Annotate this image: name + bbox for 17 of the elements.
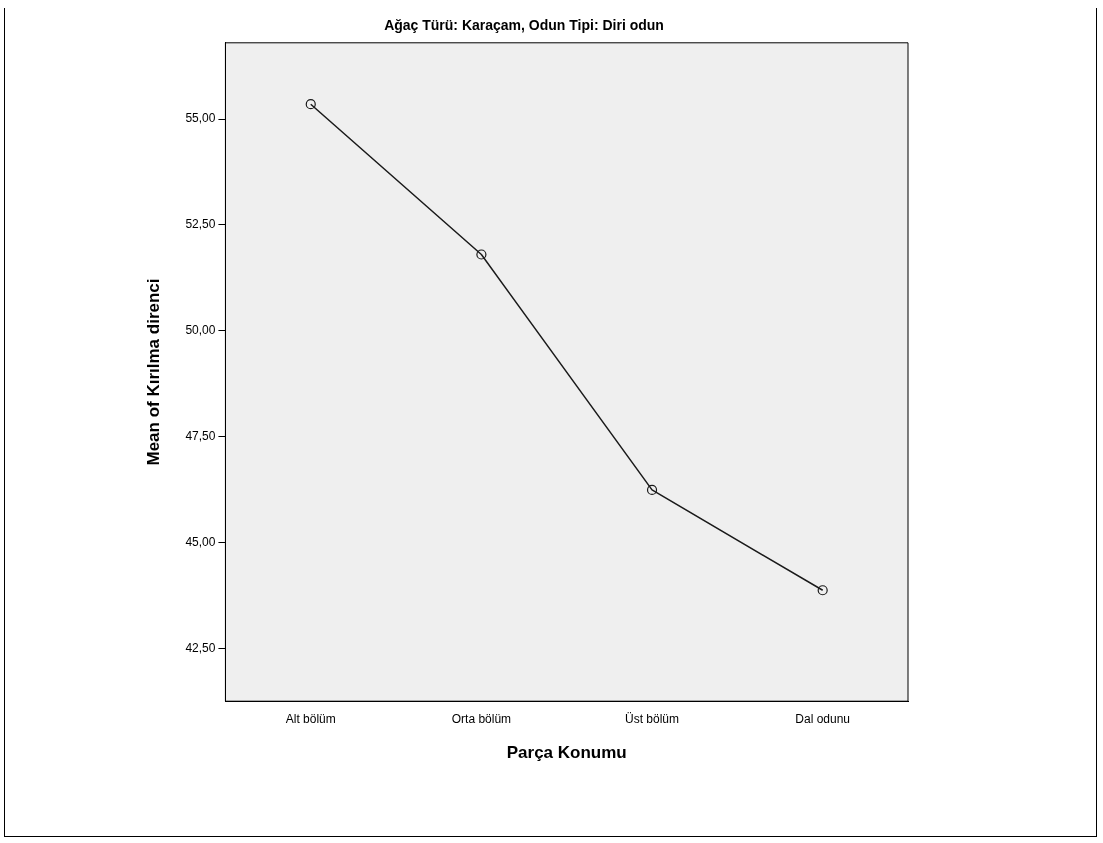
y-tick-label: 47,50 bbox=[185, 428, 216, 443]
point bbox=[646, 484, 658, 496]
x-tick-label: Alt bölüm bbox=[285, 711, 336, 726]
point bbox=[305, 99, 316, 110]
x-tick-label: Orta bölüm bbox=[451, 711, 512, 726]
y-tick-label: 45,00 bbox=[185, 534, 216, 549]
y-tick-label: 42,50 bbox=[185, 640, 216, 655]
y-tick-label: 50,00 bbox=[185, 323, 216, 338]
y-tick-label: 52,50 bbox=[185, 217, 216, 232]
chart-title: Ağaç Türü: Karaçam, Odun Tipi: Diri odun bbox=[384, 17, 664, 34]
x-tick-label: Dal odunu bbox=[795, 711, 851, 726]
y-tick-label: 55,00 bbox=[185, 111, 216, 126]
x-tick-label: Üst bölüm bbox=[625, 711, 680, 726]
y-axis-title: Mean of Kırılma direnci bbox=[143, 278, 163, 466]
point bbox=[817, 585, 828, 596]
x-axis-title: Parça Konumu bbox=[506, 743, 627, 763]
point bbox=[476, 249, 487, 260]
